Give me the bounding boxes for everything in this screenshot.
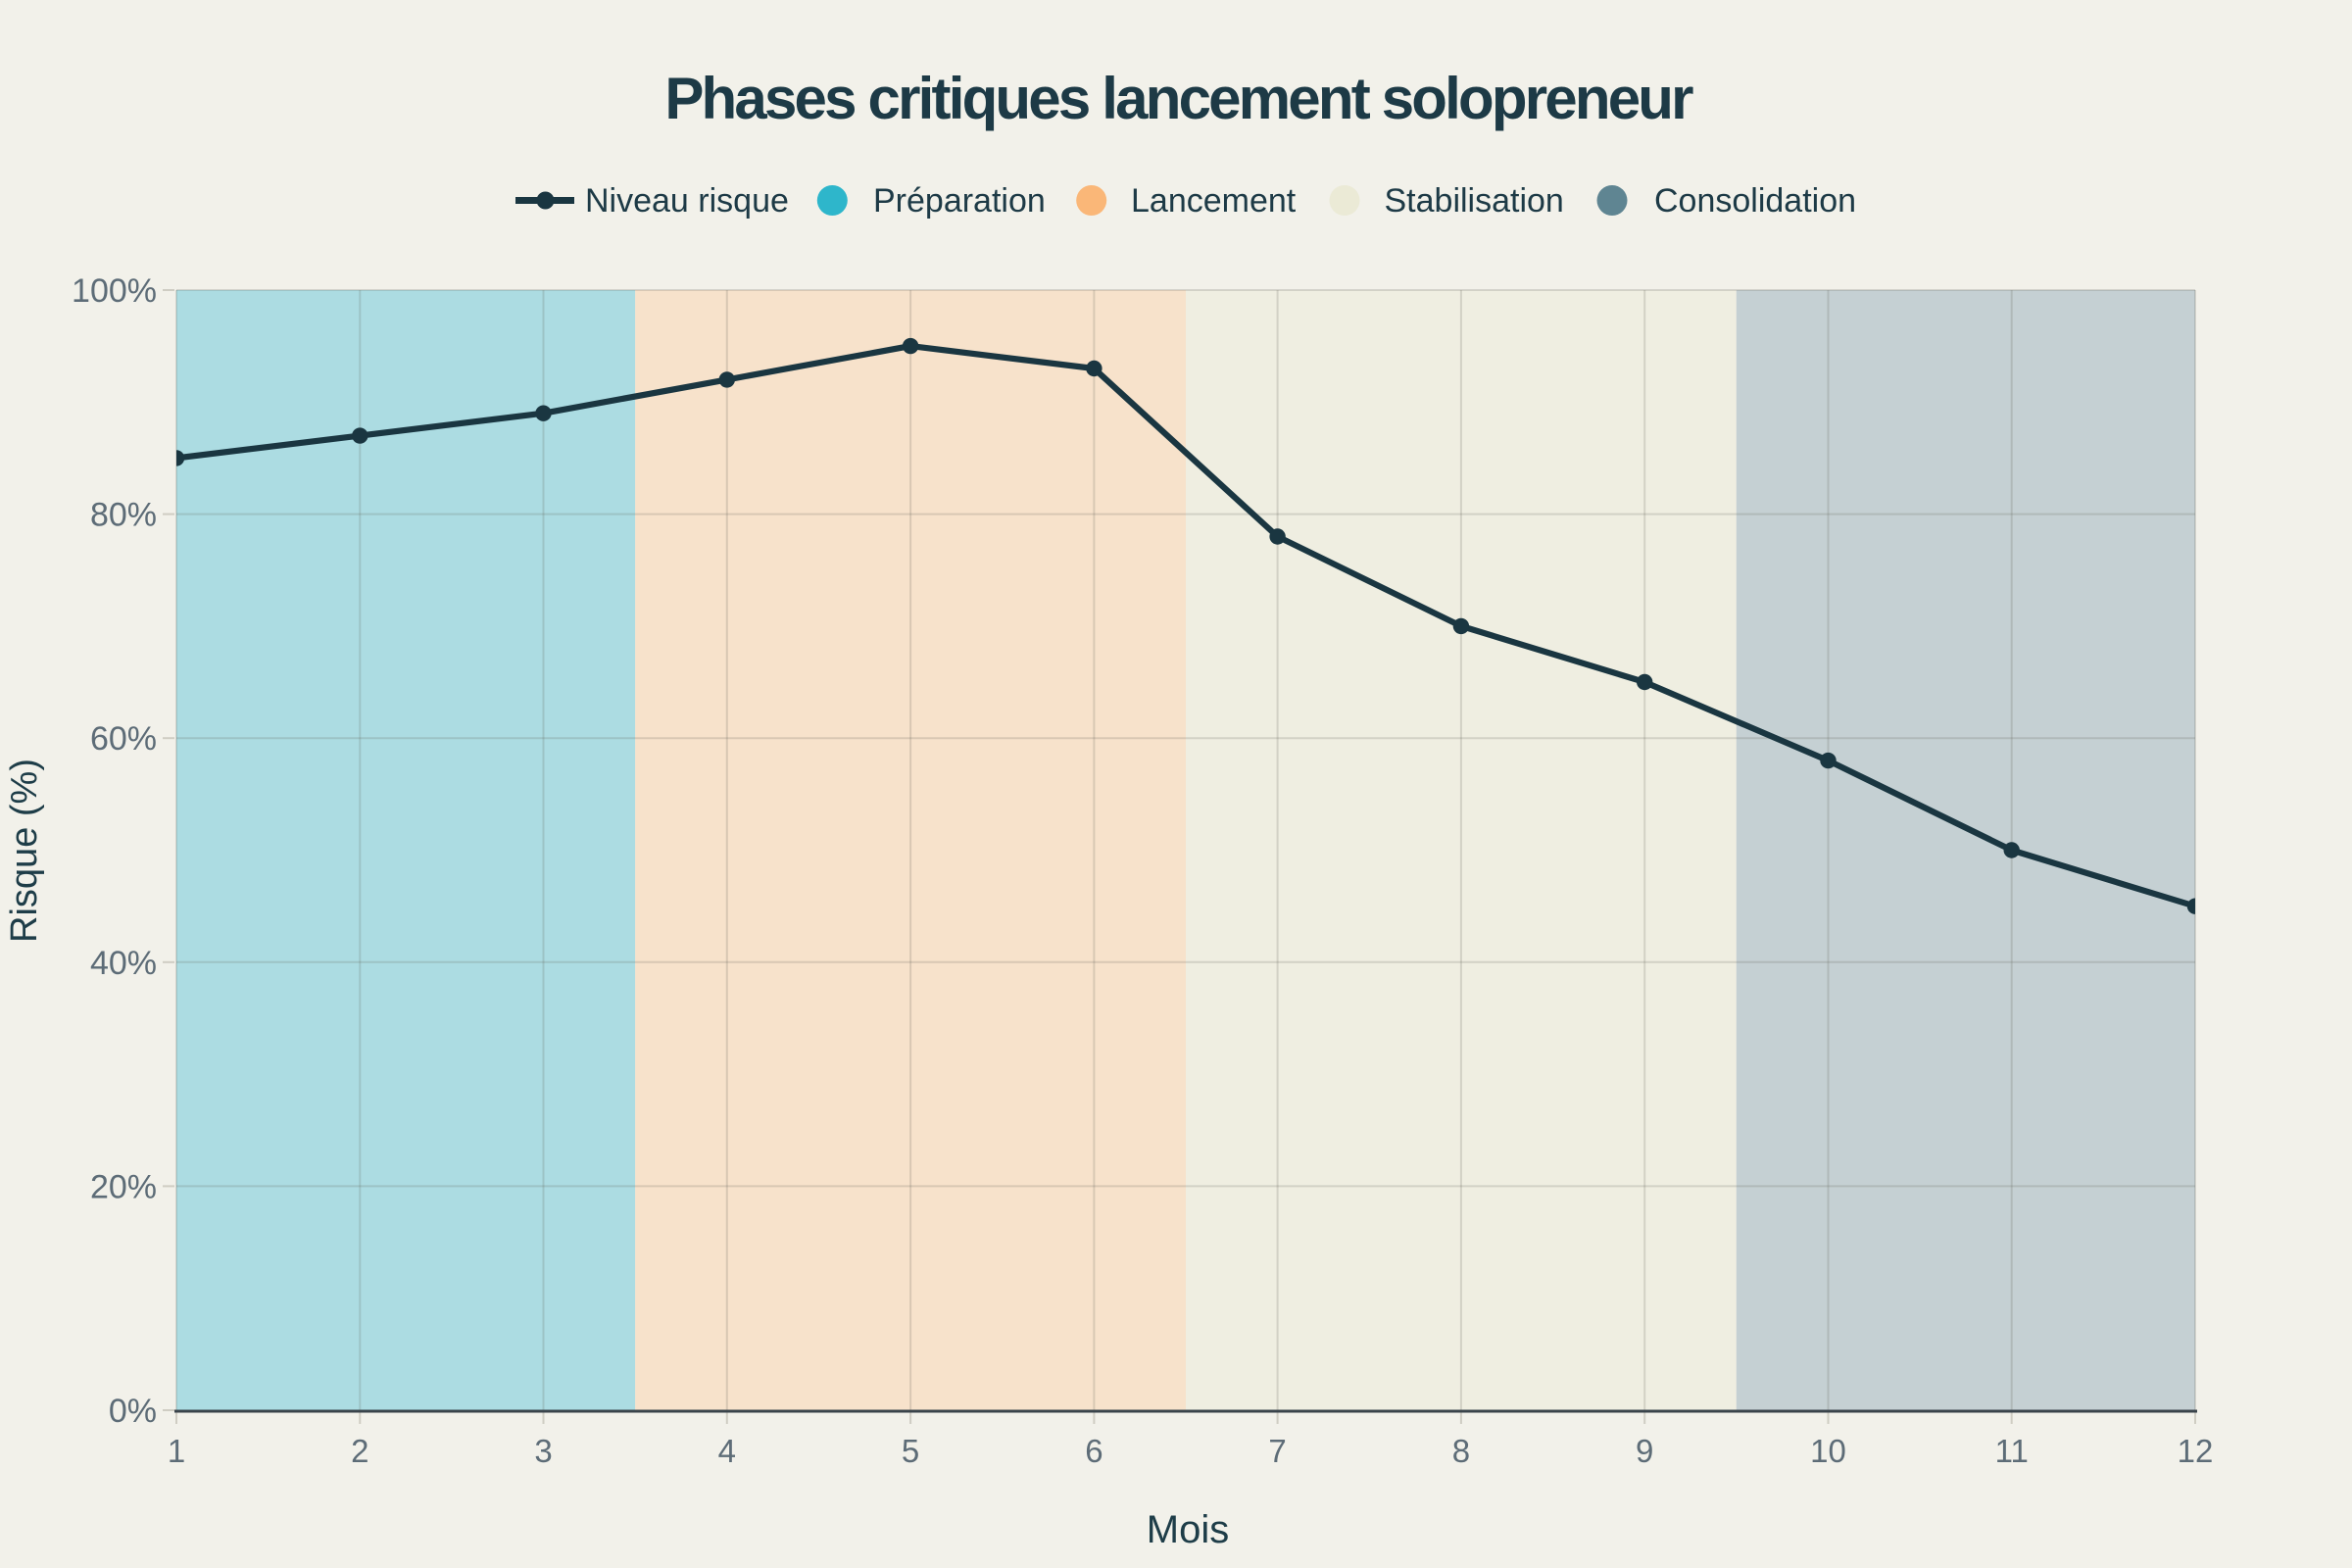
svg-text:7: 7 (1268, 1433, 1286, 1469)
svg-text:60%: 60% (90, 720, 157, 758)
svg-text:100%: 100% (72, 272, 157, 310)
svg-text:Préparation: Préparation (873, 182, 1046, 220)
svg-text:80%: 80% (90, 497, 157, 534)
svg-text:Mois: Mois (1147, 1508, 1229, 1551)
svg-text:20%: 20% (90, 1168, 157, 1205)
svg-text:0%: 0% (109, 1393, 157, 1430)
svg-text:9: 9 (1636, 1433, 1653, 1469)
svg-text:10: 10 (1810, 1433, 1846, 1469)
svg-text:Phases critiques lancement sol: Phases critiques lancement solopreneur (664, 66, 1693, 131)
svg-text:12: 12 (2178, 1433, 2214, 1469)
svg-text:Consolidation: Consolidation (1654, 182, 1856, 220)
svg-text:Risque (%): Risque (%) (4, 759, 45, 943)
svg-text:4: 4 (718, 1433, 736, 1469)
svg-text:Niveau risque: Niveau risque (585, 182, 789, 220)
svg-text:8: 8 (1452, 1433, 1470, 1469)
svg-text:Lancement: Lancement (1131, 182, 1297, 220)
svg-text:3: 3 (534, 1433, 552, 1469)
svg-text:2: 2 (351, 1433, 368, 1469)
svg-text:Stabilisation: Stabilisation (1385, 182, 1564, 220)
svg-text:40%: 40% (90, 945, 157, 982)
svg-text:5: 5 (902, 1433, 919, 1469)
svg-text:11: 11 (1995, 1433, 2029, 1469)
svg-text:1: 1 (168, 1433, 185, 1469)
svg-text:6: 6 (1085, 1433, 1102, 1469)
